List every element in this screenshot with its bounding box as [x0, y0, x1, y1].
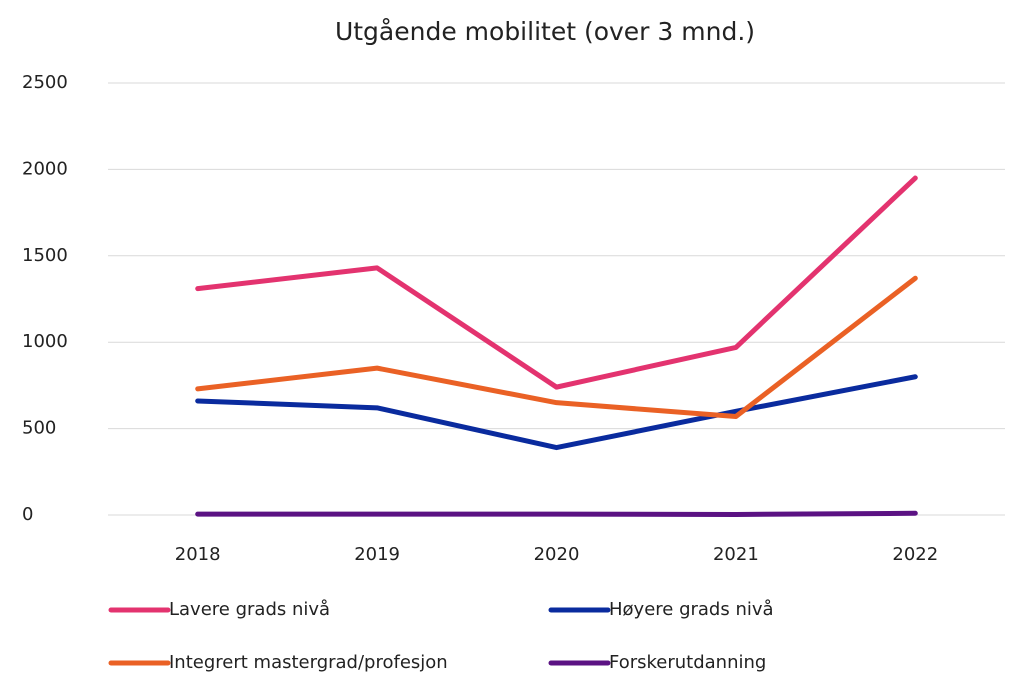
legend-label: Forskerutdanning — [609, 652, 766, 673]
legend-label: Lavere grads nivå — [169, 599, 330, 620]
line-series — [195, 275, 918, 420]
x-tick-label: 2021 — [713, 544, 759, 565]
y-tick-label: 500 — [22, 418, 56, 439]
line-series — [195, 510, 918, 517]
line-series — [195, 374, 918, 451]
x-tick-label: 2019 — [354, 544, 400, 565]
chart-title: Utgående mobilitet (over 3 mnd.) — [335, 17, 755, 46]
x-tick-label: 2022 — [892, 544, 938, 565]
y-tick-label: 1500 — [22, 245, 68, 266]
x-tick-label: 2018 — [175, 544, 221, 565]
legend-label: Høyere grads nivå — [609, 599, 774, 620]
legend-label: Integrert mastergrad/profesjon — [169, 652, 448, 673]
x-tick-label: 2020 — [534, 544, 580, 565]
line-series — [195, 175, 918, 390]
y-tick-label: 2000 — [22, 158, 68, 179]
y-tick-label: 0 — [22, 504, 33, 525]
y-tick-label: 1000 — [22, 331, 68, 352]
y-tick-label: 2500 — [22, 72, 68, 93]
